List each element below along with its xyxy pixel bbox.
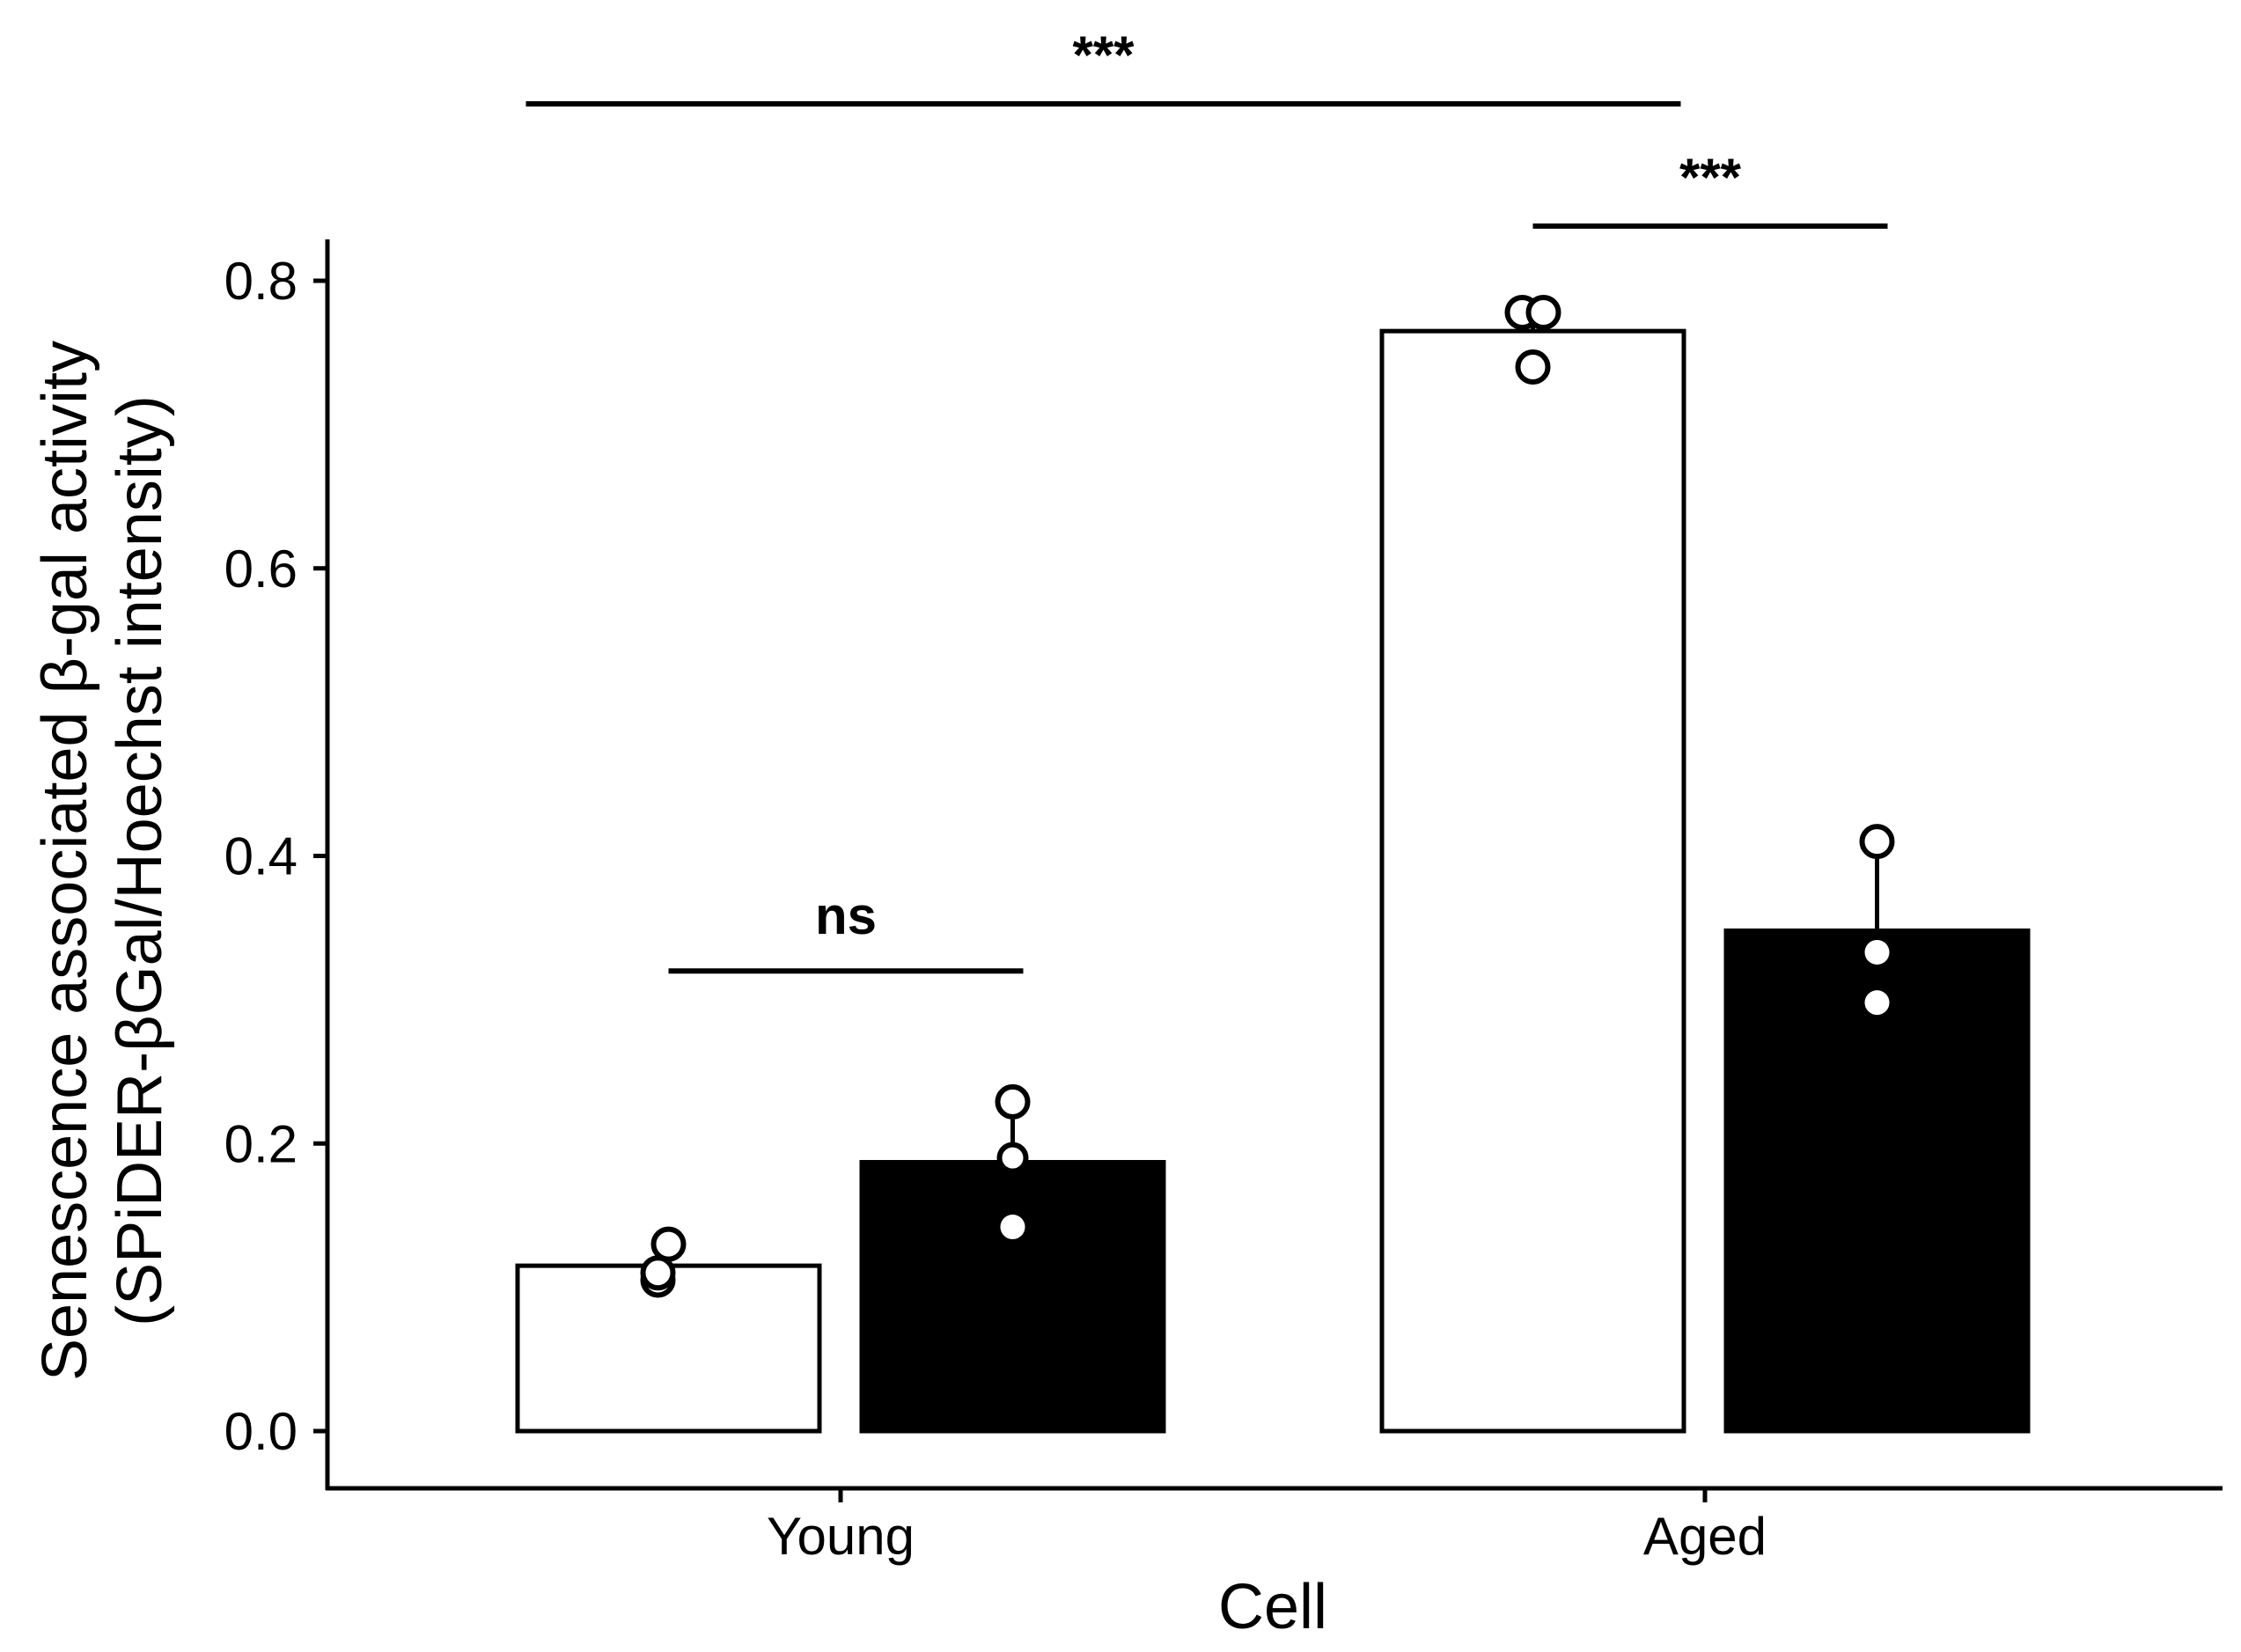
data-point [650,1226,687,1262]
data-point [640,1255,676,1291]
y-tick-label: 0.4 [224,827,298,886]
x-tick-label: Aged [1643,1507,1767,1566]
y-axis-title: Senescence associated β-gal activity (SP… [30,341,175,1381]
x-axis-title: Cell [1218,1572,1327,1642]
y-tick-label: 0.8 [224,252,298,311]
data-point [1859,824,1895,860]
bar-open-aged [1379,328,1686,1434]
y-tick-label: 0.6 [224,540,298,598]
data-point [1864,939,1890,965]
bar-filled-young [859,1159,1166,1434]
data-point [1864,990,1890,1016]
y-tick-label: 0.2 [224,1114,298,1173]
y-tick-label: 0.0 [224,1402,298,1461]
x-tick-label: Young [767,1507,915,1566]
data-point [1515,349,1551,385]
significance-label: *** [1679,148,1742,207]
data-point [995,1083,1031,1120]
significance-label: ns [815,886,877,945]
y-axis-title-line-2: (SPiDER-βGal/Hoechst intensity) [105,395,175,1326]
data-point [1525,294,1561,330]
significance-label: *** [1072,26,1135,84]
data-point [1000,1215,1025,1240]
y-axis-title-line-1: Senescence associated β-gal activity [30,341,100,1381]
data-point [996,1142,1029,1174]
